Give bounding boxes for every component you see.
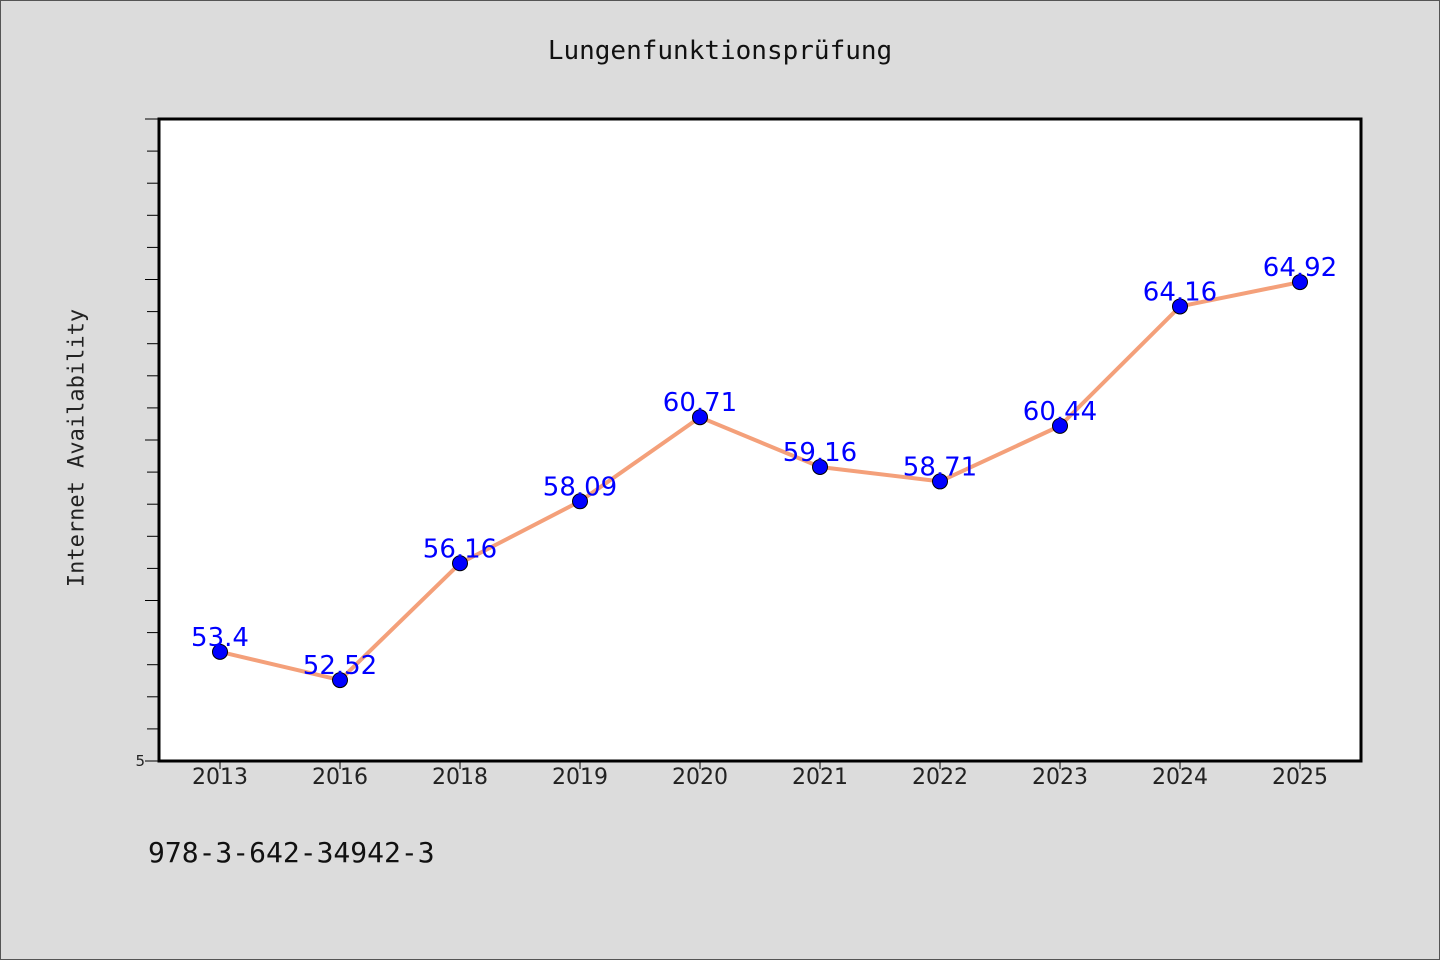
x-tick-label: 2018 [432,765,488,790]
data-point [692,409,708,426]
x-tick-label: 2013 [192,765,248,790]
data-label: 60.71 [663,388,737,418]
data-label: 58.09 [543,472,617,502]
data-point [332,672,348,689]
data-point [812,458,828,475]
data-point [1052,417,1068,434]
data-label: 64.92 [1263,253,1337,283]
data-point [1172,298,1188,315]
x-tick-label: 2020 [672,765,728,790]
data-label: 59.16 [783,438,857,468]
data-point [212,643,228,660]
chart-title: Lungenfunktionsprüfung [547,36,893,66]
data-label: 64.16 [1143,277,1217,307]
data-point [932,473,948,490]
x-tick-label: 2023 [1032,765,1088,790]
x-tick-label: 2016 [312,765,368,790]
isbn-text: 978-3-642-34942-3 [148,836,435,869]
data-label: 58.71 [903,452,977,482]
y-tick-label: 5 [135,752,145,770]
x-tick-label: 2025 [1272,765,1328,790]
data-point [452,555,468,572]
data-point [572,493,588,510]
x-tick-label: 2021 [792,765,848,790]
x-tick-label: 2019 [552,765,608,790]
data-label: 56.16 [423,534,497,564]
x-tick-label: 2022 [912,765,968,790]
data-label: 52.52 [303,651,377,681]
data-label: 60.44 [1023,397,1097,427]
data-label: 53.4 [191,623,249,653]
series-line [219,280,1301,683]
x-tick-label: 2024 [1152,765,1208,790]
data-point [1292,274,1308,291]
